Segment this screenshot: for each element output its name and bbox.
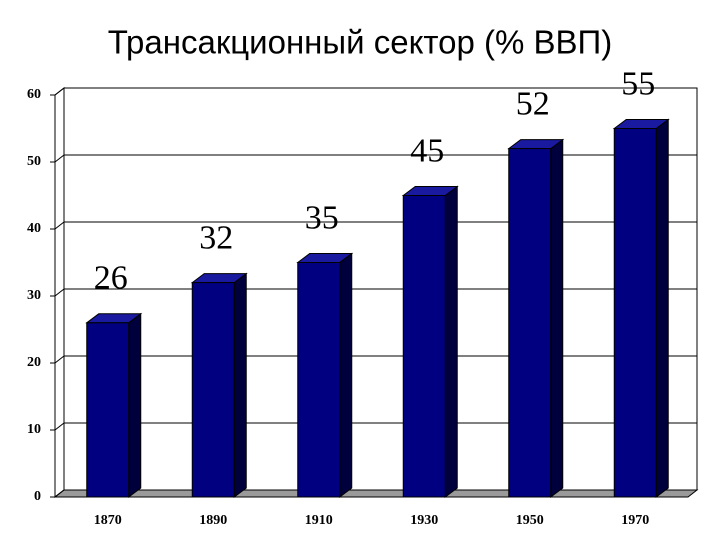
grid-line [54, 355, 697, 364]
grid-line [54, 489, 697, 498]
chart-title: Трансакционный сектор (% ВВП) [108, 24, 613, 61]
bar-front [402, 195, 446, 498]
bar [401, 185, 459, 498]
value-label: 32 [199, 219, 233, 256]
value-label: 26 [94, 260, 128, 297]
y-tick-label: 20 [27, 355, 41, 370]
grid-line [54, 154, 697, 163]
bar-side [444, 185, 458, 498]
y-tick-label: 10 [27, 422, 41, 437]
bar-side [233, 272, 247, 498]
x-tick-label: 1910 [305, 513, 333, 528]
value-label: 52 [516, 85, 550, 122]
bar-front [86, 322, 130, 498]
grid-line [54, 87, 697, 96]
bar-front [297, 262, 341, 498]
x-tick-label: 1950 [516, 513, 544, 528]
x-tick-label: 1870 [94, 513, 122, 528]
grid-line [54, 221, 697, 230]
y-tick-label: 40 [27, 221, 41, 236]
bar-side [550, 138, 564, 498]
bar-side [655, 118, 669, 498]
bar [507, 138, 565, 498]
y-tick-label: 60 [27, 87, 41, 102]
x-tick-label: 1890 [199, 513, 227, 528]
bar-front [191, 282, 235, 498]
bar-side [128, 312, 142, 498]
value-label: 45 [410, 132, 444, 169]
bar [296, 252, 354, 498]
bar [85, 312, 143, 498]
x-tick-label: 1930 [410, 513, 438, 528]
y-tick-label: 30 [27, 288, 41, 303]
value-label: 55 [621, 65, 655, 102]
bar [190, 272, 248, 498]
y-tick-label: 50 [27, 154, 41, 169]
bar [612, 118, 670, 498]
x-tick-label: 1970 [621, 513, 649, 528]
grid-line [54, 288, 697, 297]
grid-line [54, 422, 697, 431]
floor [53, 489, 699, 498]
value-label: 35 [305, 199, 339, 236]
bar-front [508, 148, 552, 498]
bar-front [613, 128, 657, 498]
bar-side [339, 252, 353, 498]
y-tick-label: 0 [34, 489, 41, 504]
